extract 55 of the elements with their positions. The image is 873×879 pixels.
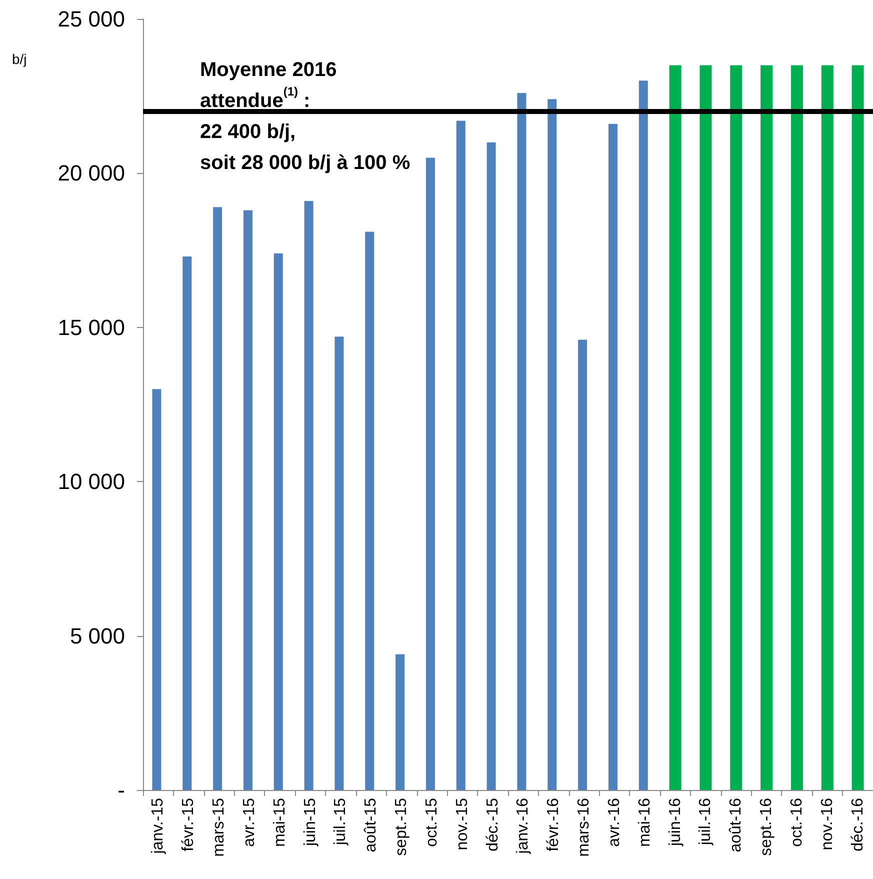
bar bbox=[669, 65, 682, 790]
bar bbox=[365, 232, 374, 790]
bar bbox=[304, 200, 314, 790]
bar bbox=[730, 65, 742, 790]
bar bbox=[213, 207, 222, 790]
x-tick-label: nov.-15 bbox=[454, 798, 471, 850]
bar bbox=[608, 124, 618, 790]
bar bbox=[456, 120, 466, 790]
bar bbox=[426, 158, 435, 790]
y-axis-title: b/j bbox=[12, 51, 27, 67]
y-tick-label: 5 000 bbox=[70, 623, 125, 648]
x-tick-label: oct.-15 bbox=[423, 798, 440, 847]
x-tick-label: août-15 bbox=[362, 798, 380, 852]
bar bbox=[548, 99, 557, 790]
bar bbox=[852, 65, 864, 790]
x-tick-label: juin-15 bbox=[302, 798, 319, 848]
x-tick-label: avr.-16 bbox=[606, 798, 623, 847]
bar bbox=[517, 93, 526, 790]
bar bbox=[760, 65, 773, 790]
x-tick-label: déc.-16 bbox=[849, 798, 866, 852]
y-tick-label: 25 000 bbox=[58, 6, 125, 32]
x-tick-label: avr.-15 bbox=[240, 798, 258, 847]
x-tick-label: mai-16 bbox=[636, 798, 654, 847]
x-tick-label: févr.-16 bbox=[545, 798, 562, 852]
y-tick-label: - bbox=[118, 778, 125, 802]
y-tick-label: 10 000 bbox=[58, 469, 125, 494]
y-tick-label: 15 000 bbox=[58, 314, 125, 340]
x-tick-label: janv.-16 bbox=[514, 798, 532, 855]
x-tick-label: sept.-16 bbox=[758, 798, 776, 856]
x-tick-label: août-16 bbox=[728, 798, 745, 852]
bar bbox=[578, 340, 588, 790]
bar bbox=[700, 65, 712, 790]
x-tick-label: juil.-15 bbox=[332, 798, 350, 846]
x-tick-label: juin-16 bbox=[666, 798, 684, 848]
bar bbox=[274, 253, 283, 790]
y-tick-label: 20 000 bbox=[58, 160, 125, 186]
x-tick-label: mars-15 bbox=[210, 798, 228, 857]
bar bbox=[821, 65, 834, 790]
bar bbox=[486, 142, 496, 790]
x-tick-label: déc.-15 bbox=[484, 798, 502, 852]
bar bbox=[334, 336, 344, 790]
x-tick-label: janv.-15 bbox=[150, 798, 167, 855]
bar bbox=[638, 80, 648, 790]
x-tick-label: juil.-16 bbox=[697, 798, 714, 846]
bar bbox=[243, 210, 252, 790]
bar bbox=[182, 256, 192, 790]
x-tick-label: oct.-16 bbox=[788, 798, 806, 847]
x-tick-label: nov.-16 bbox=[818, 798, 836, 850]
bar bbox=[790, 65, 803, 790]
x-tick-label: mai-15 bbox=[271, 798, 288, 847]
x-tick-label: févr.-15 bbox=[180, 798, 198, 852]
x-tick-label: mars-16 bbox=[576, 798, 593, 857]
x-tick-label: sept.-15 bbox=[393, 798, 410, 856]
bar bbox=[152, 389, 162, 790]
bar bbox=[396, 654, 405, 790]
